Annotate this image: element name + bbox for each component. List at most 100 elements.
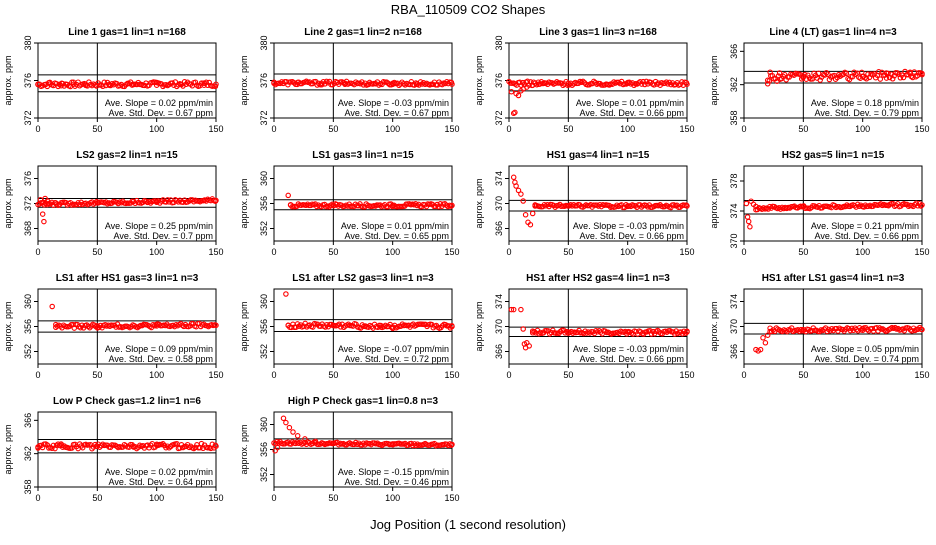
panel-3: Line 3 gas=1 lin=3 n=168 approx. ppm 372 37…	[474, 27, 695, 134]
x-tick-label: 100	[385, 370, 400, 380]
data-point	[744, 214, 751, 220]
x-tick-label: 100	[149, 124, 164, 134]
data-point	[49, 445, 55, 452]
y-tick-label: 374	[494, 294, 504, 309]
x-tick-label: 0	[741, 124, 746, 134]
y-tick-label: 376	[259, 73, 269, 88]
std-dev-annotation: Ave. Std. Dev. = 0.7 ppm	[114, 231, 213, 241]
x-tick-label: 0	[271, 247, 276, 257]
x-tick-label: 0	[506, 124, 511, 134]
x-tick-label: 150	[679, 247, 694, 257]
std-dev-annotation: Ave. Std. Dev. = 0.74 ppm	[815, 354, 919, 364]
data-point	[843, 70, 850, 77]
panel-14: High P Check gas=1 lin=0.8 n=3 approx. pp…	[239, 396, 460, 503]
data-point	[919, 70, 925, 77]
y-tick-label: 360	[23, 294, 33, 309]
panel-9: LS1 after HS1 gas=3 lin=1 n=3 approx. ppm…	[3, 273, 224, 380]
data-point	[897, 75, 904, 81]
y-tick-label: 352	[259, 221, 269, 236]
y-tick-label: 372	[23, 110, 33, 125]
data-point	[817, 77, 823, 83]
data-point	[203, 79, 209, 86]
data-point	[353, 79, 359, 85]
x-tick-label: 150	[679, 370, 694, 380]
data-point	[49, 199, 55, 206]
x-tick-label: 0	[35, 493, 40, 503]
data-point	[283, 419, 289, 426]
y-tick-label: 370	[729, 233, 739, 248]
data-point	[918, 326, 925, 332]
panel-title: Line 4 (LT) gas=1 lin=4 n=3	[769, 27, 897, 38]
data-point	[439, 81, 445, 88]
slope-annotation: Ave. Slope = 0.01 ppm/min	[341, 221, 449, 231]
x-tick-label: 150	[208, 124, 223, 134]
panel-title: Line 2 gas=1 lin=2 n=168	[304, 27, 422, 38]
y-tick-label: 352	[259, 467, 269, 482]
x-tick-label: 50	[328, 124, 338, 134]
panel-1: Line 1 gas=1 lin=1 n=168 approx. ppm 372 37…	[3, 27, 224, 134]
data-point	[55, 441, 61, 447]
x-tick-label: 150	[679, 124, 694, 134]
data-point	[825, 71, 831, 77]
panel-5: LS2 gas=2 lin=1 n=15 approx. ppm 368 372 376…	[3, 150, 224, 257]
data-point	[192, 79, 199, 85]
x-tick-label: 0	[506, 370, 511, 380]
data-point	[520, 198, 526, 204]
slope-annotation: Ave. Slope = 0.25 ppm/min	[105, 221, 213, 231]
x-tick-label: 50	[92, 370, 102, 380]
y-tick-label: 356	[23, 319, 33, 334]
data-point	[518, 191, 524, 197]
data-point	[863, 76, 870, 82]
data-point	[508, 306, 515, 313]
x-tick-label: 100	[620, 124, 635, 134]
y-axis-label: approx. ppm	[709, 178, 719, 228]
y-tick-label: 376	[23, 171, 33, 186]
panel-8: HS2 gas=5 lin=1 n=15 approx. ppm 370 374 378…	[709, 150, 930, 257]
y-axis-label: approx. ppm	[239, 178, 249, 228]
panel-title: LS1 after HS1 gas=3 lin=1 n=3	[56, 273, 199, 284]
slope-annotation: Ave. Slope = 0.02 ppm/min	[105, 98, 213, 108]
slope-annotation: Ave. Slope = 0.09 ppm/min	[105, 344, 213, 354]
data-point	[764, 332, 771, 338]
y-tick-label: 366	[494, 344, 504, 359]
data-point	[96, 444, 103, 450]
slope-annotation: Ave. Slope = -0.07 ppm/min	[338, 344, 449, 354]
y-tick-label: 370	[494, 319, 504, 334]
main-title: RBA_110509 CO2 Shapes	[390, 2, 546, 17]
data-point	[892, 324, 898, 331]
data-point	[513, 183, 519, 189]
data-point	[527, 221, 534, 228]
data-point	[277, 80, 283, 87]
x-tick-label: 100	[855, 247, 870, 257]
data-point	[39, 211, 46, 217]
panel-2: Line 2 gas=1 lin=2 n=168 approx. ppm 372 37…	[239, 27, 460, 134]
x-tick-label: 50	[328, 370, 338, 380]
data-point	[211, 445, 217, 451]
y-tick-label: 368	[23, 221, 33, 236]
y-tick-label: 376	[494, 73, 504, 88]
panel-13: Low P Check gas=1.2 lin=1 n=6 approx. ppm…	[3, 396, 224, 503]
x-tick-label: 50	[328, 493, 338, 503]
y-axis-label: approx. ppm	[239, 424, 249, 474]
data-point	[211, 322, 218, 328]
x-tick-label: 0	[271, 493, 276, 503]
x-tick-label: 100	[620, 247, 635, 257]
y-axis-label: approx. ppm	[239, 55, 249, 105]
panel-title: Line 1 gas=1 lin=1 n=168	[68, 27, 186, 38]
data-point	[41, 218, 47, 225]
panel-title: HS1 after HS2 gas=4 lin=1 n=3	[526, 273, 670, 284]
y-tick-label: 374	[729, 203, 739, 218]
x-tick-label: 100	[385, 247, 400, 257]
slope-annotation: Ave. Slope = -0.15 ppm/min	[338, 467, 449, 477]
y-tick-label: 356	[259, 442, 269, 457]
x-tick-label: 150	[914, 124, 929, 134]
std-dev-annotation: Ave. Std. Dev. = 0.67 ppm	[109, 108, 213, 118]
y-axis-label: approx. ppm	[3, 178, 13, 228]
x-tick-label: 150	[208, 493, 223, 503]
y-tick-label: 356	[259, 196, 269, 211]
data-point	[877, 76, 884, 82]
x-tick-label: 100	[620, 370, 635, 380]
slope-annotation: Ave. Slope = 0.01 ppm/min	[576, 98, 684, 108]
x-axis-title: Jog Position (1 second resolution)	[370, 517, 566, 532]
